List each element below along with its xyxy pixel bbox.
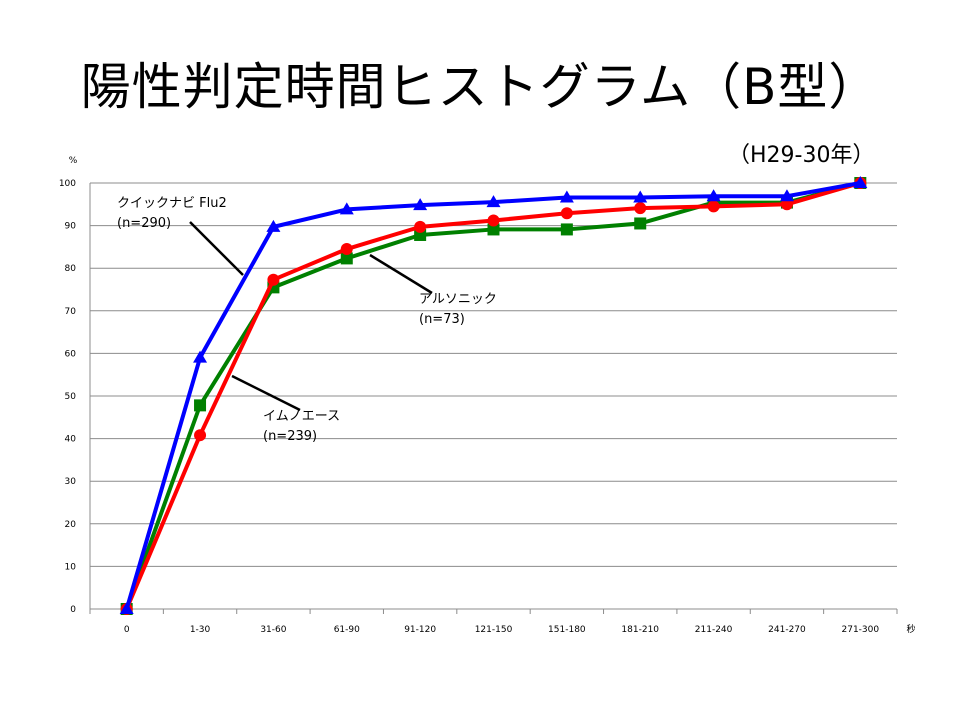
x-tick-label: 181-210 [621,625,659,635]
slide-subtitle: （H29-30年） [728,143,875,168]
data-point [266,219,281,232]
y-tick-label: 0 [70,605,76,615]
x-axis-unit: 秒 [906,623,915,635]
x-tick-label: 1-30 [190,625,211,635]
y-tick-label: 90 [65,222,77,232]
x-tick-label: 0 [124,625,130,635]
data-point [560,207,573,220]
data-point [780,198,793,211]
y-tick-label: 40 [65,435,77,445]
y-tick-label: 30 [65,477,77,487]
annotations: クイックナビ Flu2 (n=290) アルソニック (n=73) イムノエース (n=2… [117,196,497,444]
data-point [194,399,207,412]
data-point [706,189,721,202]
data-point [194,429,207,442]
x-tick-label: 91-120 [404,625,436,635]
annotation-label: (n=239) [263,429,317,444]
data-point [853,176,868,188]
data-point [193,350,208,363]
y-tick-label: 60 [65,349,77,359]
y-tick-label: 70 [65,307,77,317]
x-tick-label: 151-180 [548,625,586,635]
x-tick-label: 271-300 [842,625,880,635]
annotation-leader-line [231,374,301,412]
annotation-label: (n=73) [419,312,465,327]
data-point [633,190,648,203]
annotation-label: (n=290) [117,216,171,231]
x-tick-label: 61-90 [334,625,360,635]
axes: 0 10 20 30 40 50 60 70 80 90 100% 0 1-30 31-60 61-90 91… [59,156,916,635]
annotation-label: イムノエース [263,409,340,424]
data-point [486,195,501,208]
data-point [267,273,280,286]
x-tick-label: 121-150 [475,625,513,635]
data-point [634,217,647,230]
y-tick-label: 80 [65,264,77,274]
y-tick-label: 20 [65,520,77,530]
data-point [559,190,574,203]
data-point [413,198,428,211]
slide-title: 陽性判定時間ヒストグラム（B型） [80,58,880,116]
data-point [487,214,500,227]
data-point [560,223,573,236]
x-tick-label: 211-240 [695,625,733,635]
data-point [634,202,647,215]
gridlines [90,182,897,567]
data-point [119,602,134,614]
data-point [340,243,353,256]
y-tick-label: 100 [59,179,76,189]
annotation-label: アルソニック [419,292,497,307]
annotation-leader-line [189,221,244,276]
data-point [414,220,427,233]
x-tick-label: 31-60 [260,625,286,635]
annotation-label: クイックナビ Flu2 [117,196,227,211]
x-tick-label: 241-270 [768,625,806,635]
data-point [339,202,354,215]
series [119,176,868,615]
data-point [779,189,794,202]
data-point [487,223,500,236]
data-point [707,200,720,213]
annotation-leader-line [369,253,433,295]
y-tick-label: 10 [65,562,77,572]
y-axis-unit: % [69,156,78,166]
data-point [340,252,353,265]
y-tick-label: 50 [65,392,77,402]
